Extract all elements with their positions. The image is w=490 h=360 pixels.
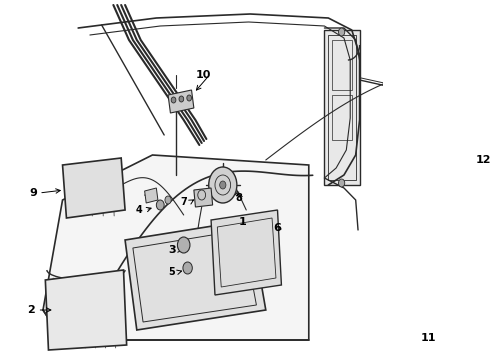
Polygon shape [43, 155, 309, 340]
Circle shape [179, 96, 184, 102]
Polygon shape [125, 220, 266, 330]
Polygon shape [46, 270, 126, 350]
Circle shape [220, 181, 226, 189]
Text: 9: 9 [29, 188, 37, 198]
Circle shape [339, 179, 345, 187]
Circle shape [187, 95, 192, 101]
Text: 11: 11 [420, 333, 436, 343]
Polygon shape [168, 90, 194, 113]
Text: 10: 10 [196, 70, 211, 80]
Polygon shape [426, 245, 490, 335]
Text: 12: 12 [475, 155, 490, 165]
Text: 5: 5 [169, 267, 175, 277]
Polygon shape [63, 158, 125, 218]
Circle shape [183, 262, 192, 274]
Text: 1: 1 [239, 217, 246, 227]
Text: 7: 7 [180, 197, 187, 207]
Text: 2: 2 [27, 305, 35, 315]
Polygon shape [457, 210, 469, 225]
Circle shape [156, 200, 164, 210]
Circle shape [339, 28, 345, 36]
Polygon shape [194, 188, 213, 207]
Polygon shape [324, 30, 360, 185]
Polygon shape [211, 210, 281, 295]
Circle shape [165, 196, 171, 204]
Circle shape [177, 237, 190, 253]
Circle shape [209, 167, 237, 203]
Text: 6: 6 [273, 223, 281, 233]
Text: 4: 4 [136, 205, 143, 215]
Text: 8: 8 [235, 193, 242, 203]
Text: 3: 3 [168, 245, 176, 255]
Circle shape [171, 97, 176, 103]
Polygon shape [145, 188, 158, 203]
